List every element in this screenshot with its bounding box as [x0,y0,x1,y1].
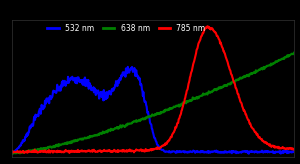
Legend: 532 nm, 638 nm, 785 nm: 532 nm, 638 nm, 785 nm [44,21,208,36]
